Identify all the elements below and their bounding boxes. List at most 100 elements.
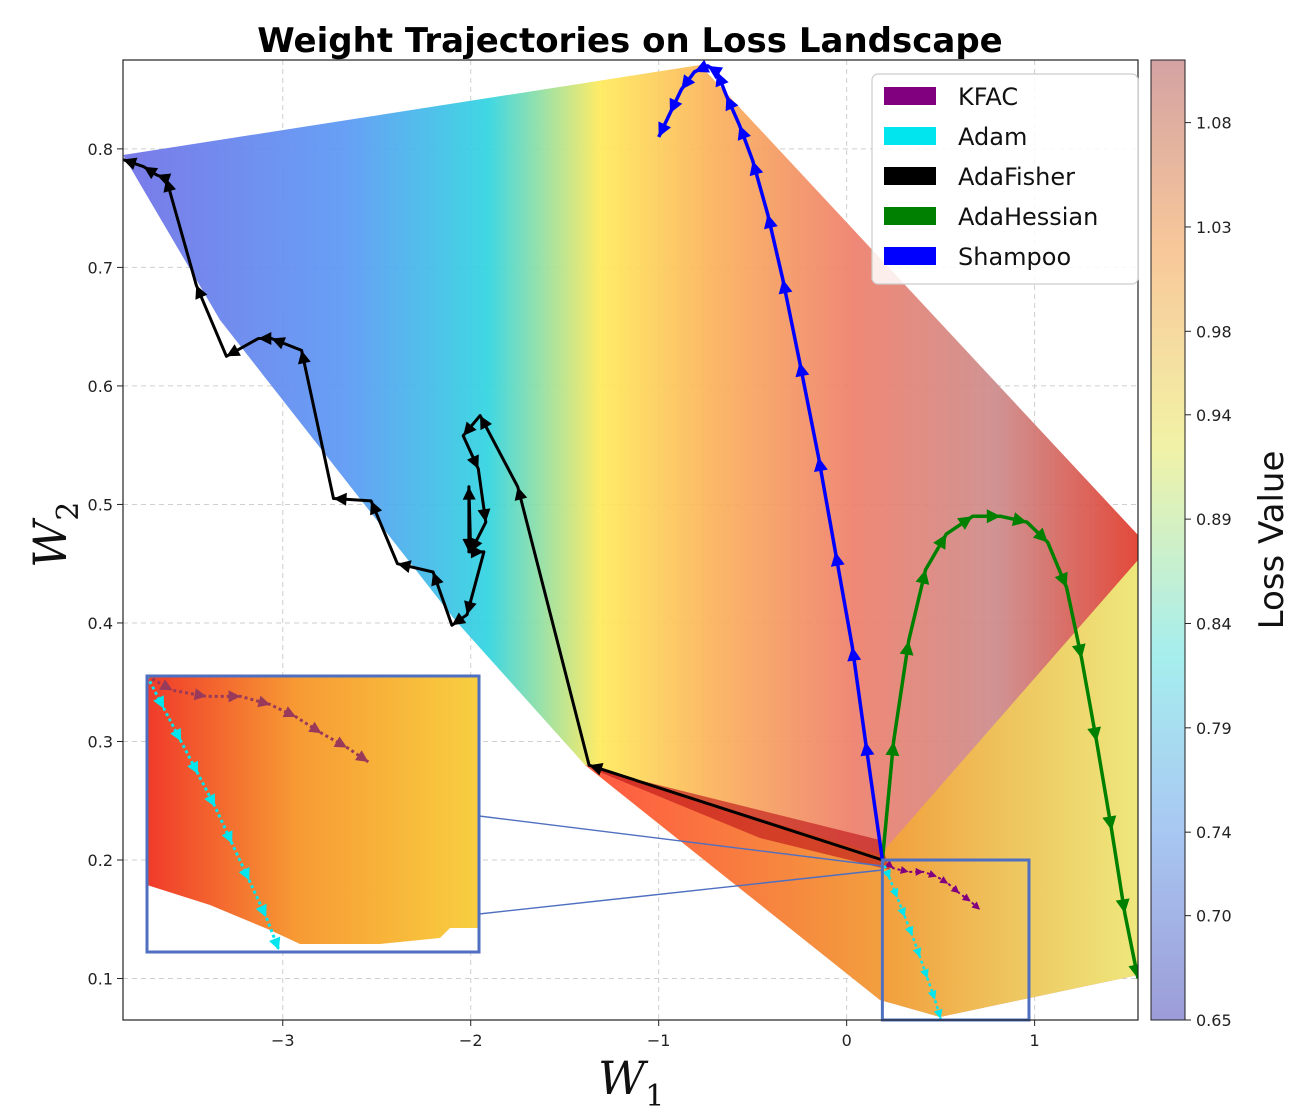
- series-adafisher-point: [258, 332, 272, 345]
- inset-series-kfac-point: [159, 679, 173, 691]
- series-shampoo-point: [795, 362, 810, 378]
- axes-frame: [122, 59, 1139, 1021]
- inset-series-adam-point: [255, 903, 267, 918]
- series-kfac-point: [900, 866, 909, 874]
- y-tick-label: 0.2: [88, 851, 113, 870]
- series-adafisher-point: [467, 454, 479, 469]
- series-shampoo-point: [764, 214, 778, 230]
- series-adafisher-point: [333, 492, 347, 506]
- landscape-valley: [590, 768, 890, 870]
- series-kfac-point: [915, 867, 924, 876]
- series-adahessian-point: [885, 741, 900, 757]
- colorbar-bar: [1150, 59, 1186, 1021]
- legend-frame: [871, 73, 1139, 285]
- series-adafisher-point: [156, 173, 172, 186]
- x-axis-label: W1: [598, 1051, 664, 1114]
- zoom-connector-bottom: [478, 869, 883, 915]
- y-tick-label: 0.3: [88, 732, 113, 751]
- legend-swatch: [884, 207, 936, 225]
- colorbar-tick-label: 0.98: [1196, 322, 1232, 341]
- svg-text:W2: W2: [23, 502, 86, 568]
- colorbar-tick-label: 0.74: [1196, 823, 1232, 842]
- inset-series-adam-point: [153, 695, 164, 709]
- series-adafisher-point: [463, 421, 477, 436]
- legend-label: KFAC: [958, 83, 1018, 111]
- series-kfac-point: [939, 876, 949, 884]
- series-adahessian-point: [957, 516, 973, 530]
- y-tick-label: 0.1: [88, 970, 113, 989]
- series-adahessian-point: [1115, 898, 1130, 914]
- series-layer: [123, 60, 1138, 1020]
- legend-label: Adam: [958, 123, 1027, 151]
- series-shampoo-point: [847, 646, 862, 662]
- series-adafisher-point: [462, 486, 476, 500]
- series-adafisher-point: [397, 560, 412, 573]
- x-tick-label: 0: [842, 1031, 852, 1050]
- legend-swatch: [884, 167, 936, 185]
- series-shampoo-point: [830, 551, 845, 567]
- series-adam-point: [920, 968, 929, 979]
- series-kfac-point: [961, 893, 971, 902]
- series-adahessian-point: [915, 569, 930, 585]
- legend-swatch: [884, 127, 936, 145]
- series-shampoo-point: [814, 457, 828, 472]
- inset-series-adam-point: [269, 936, 281, 950]
- inset-frame: [145, 674, 481, 954]
- series-adahessian-point: [899, 640, 914, 656]
- series-adafisher-point: [195, 285, 208, 300]
- series-adafisher-point: [477, 508, 491, 523]
- colorbar-tick-label: 0.94: [1196, 406, 1232, 425]
- inset-series-adam-point: [187, 760, 199, 775]
- series-shampoo-point: [658, 121, 671, 137]
- y-tick-label: 0.7: [88, 258, 113, 277]
- series-kfac-point: [884, 860, 894, 869]
- series-shampoo-point: [778, 279, 793, 295]
- inset-series-kfac-point: [257, 695, 271, 708]
- series-shampoo-point: [737, 125, 751, 141]
- colorbar-tick-label: 0.84: [1196, 614, 1232, 633]
- colorbar-tick-label: 0.65: [1196, 1011, 1232, 1030]
- y-axis-ticks: 0.1 0.2 0.3 0.4 0.5 0.6 0.7 0.8: [88, 140, 123, 989]
- series-adam-point: [927, 989, 937, 1000]
- legend-swatch: [884, 247, 936, 265]
- series-adafisher-point: [451, 612, 467, 626]
- legend-swatch: [884, 87, 936, 105]
- series-adahessian-point: [1128, 964, 1138, 979]
- inset-series-kfac-point: [308, 721, 322, 734]
- series-kfac-line: [881, 859, 981, 911]
- series-shampoo-point: [715, 71, 729, 88]
- series-adahessian-point: [986, 509, 1001, 524]
- series-adafisher-point: [462, 538, 476, 552]
- series-shampoo-point: [749, 160, 764, 177]
- x-tick-label: −2: [459, 1031, 483, 1050]
- series-adahessian-point: [1087, 726, 1101, 742]
- legend: KFAC Adam AdaFisher AdaHessian Shampoo: [871, 73, 1139, 285]
- y-tick-label: 0.4: [88, 614, 113, 633]
- series-adafisher-point: [298, 350, 311, 365]
- y-axis-label: W2: [23, 502, 86, 568]
- series-adafisher-point: [514, 486, 528, 501]
- x-axis-ticks: −3 −2 −1 0 1: [271, 1020, 1040, 1050]
- series-adam-point: [897, 906, 906, 917]
- series-kfac-point: [971, 901, 981, 910]
- y-tick-label: 0.6: [88, 377, 113, 396]
- colorbar-tick-label: 1.03: [1196, 218, 1232, 237]
- x-tick-label: 1: [1030, 1031, 1040, 1050]
- series-adafisher-point: [226, 344, 241, 357]
- series-shampoo-point: [860, 741, 875, 757]
- legend-label: Shampoo: [958, 243, 1071, 271]
- series-shampoo-point: [725, 95, 739, 112]
- x-tick-label: −3: [271, 1031, 295, 1050]
- loss-landscape: [123, 65, 1138, 1017]
- inset-series-adam-line: [147, 676, 281, 951]
- series-kfac-point: [950, 885, 960, 894]
- series-adafisher-point: [589, 763, 604, 776]
- inset-series-adam-point: [204, 793, 216, 807]
- inset-series-kfac-point: [355, 750, 369, 762]
- series-adam-point: [904, 925, 914, 936]
- series-adahessian-point: [1011, 512, 1028, 526]
- series-adafisher-point: [464, 600, 477, 615]
- inset-series-kfac-point: [282, 706, 296, 718]
- inset-series-adam-point: [170, 728, 182, 742]
